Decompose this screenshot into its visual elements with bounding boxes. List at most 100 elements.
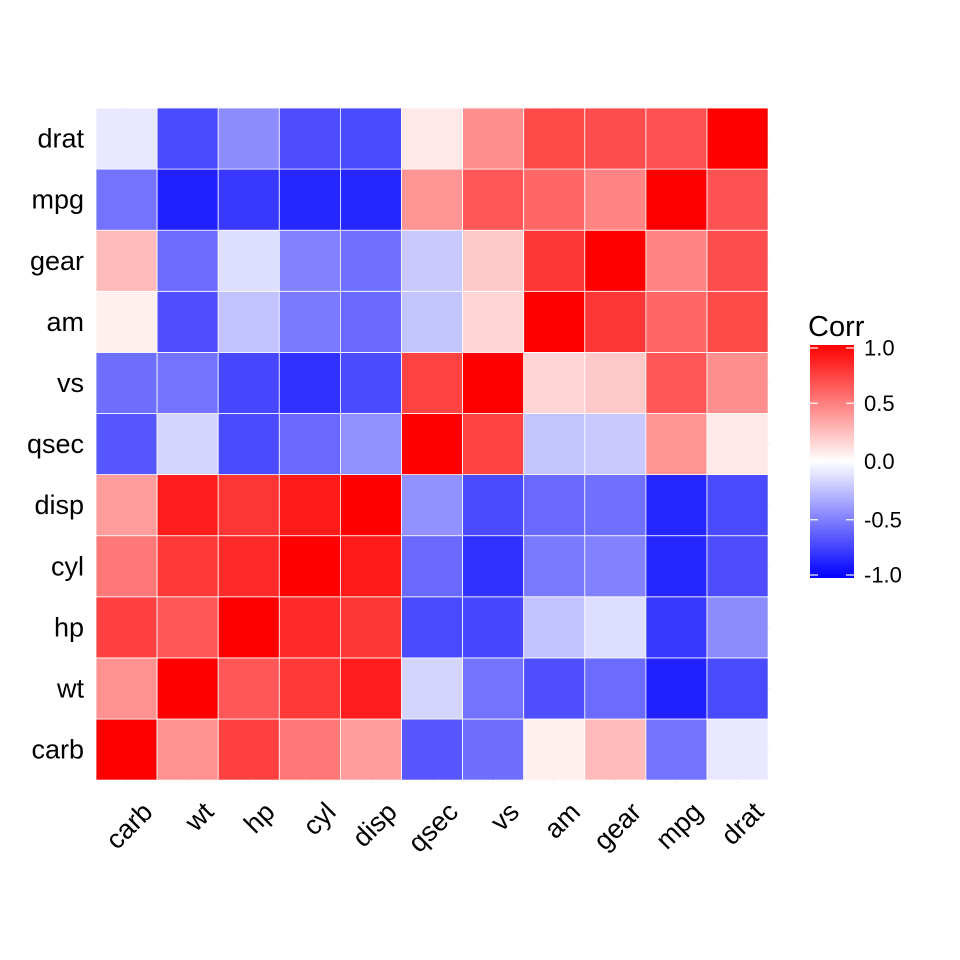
heatmap-cell-hp-qsec: [401, 596, 463, 659]
heatmap-cell-hp-hp: [217, 596, 280, 659]
heatmap-cell-hp-am: [523, 596, 586, 659]
y-tick-label: carb: [31, 735, 84, 765]
legend-title: Corr: [808, 311, 865, 343]
heatmap-cell-qsec-drat: [706, 413, 769, 475]
y-tick-label: hp: [54, 612, 84, 642]
heatmap-cell-carb-gear: [584, 718, 647, 781]
heatmap-cell-hp-drat: [706, 596, 769, 659]
heatmap-cell-cyl-carb: [95, 535, 158, 598]
heatmap-cell-am-carb: [95, 290, 158, 353]
heatmap-cell-wt-am: [523, 657, 586, 720]
heatmap-cell-gear-wt: [156, 229, 219, 292]
heatmap-cell-carb-qsec: [401, 718, 463, 781]
x-tick-label: drat: [715, 796, 769, 850]
heatmap-cell-disp-am: [523, 474, 586, 537]
heatmap-cell-disp-carb: [95, 474, 158, 537]
x-tick-label: vs: [485, 797, 525, 837]
heatmap-cell-qsec-vs: [462, 413, 525, 475]
x-tick-label: cyl: [297, 797, 342, 842]
heatmap-cell-gear-drat: [706, 229, 769, 292]
heatmap-cell-wt-mpg: [645, 657, 708, 720]
heatmap-cell-mpg-vs: [462, 168, 525, 231]
heatmap-cell-mpg-gear: [584, 168, 647, 231]
heatmap-cell-vs-disp: [339, 351, 402, 414]
heatmap-cell-am-gear: [584, 290, 647, 353]
heatmap-cell-cyl-drat: [706, 535, 769, 598]
heatmap-cell-drat-am: [523, 107, 586, 170]
heatmap-cell-vs-mpg: [645, 351, 708, 414]
heatmap-cell-am-vs: [462, 290, 525, 353]
heatmap-cell-qsec-mpg: [645, 413, 708, 475]
heatmap-cell-carb-am: [523, 718, 586, 781]
x-tick-label: carb: [100, 797, 158, 855]
heatmap-cell-wt-carb: [95, 657, 158, 720]
heatmap-cell-am-mpg: [645, 290, 708, 353]
heatmap-cell-carb-wt: [156, 718, 219, 781]
heatmap-cell-hp-disp: [339, 596, 402, 659]
heatmap-cell-vs-vs: [462, 351, 525, 414]
heatmap-cell-qsec-qsec: [401, 413, 463, 475]
heatmap-cell-drat-mpg: [645, 107, 708, 170]
y-tick-label: vs: [57, 368, 84, 398]
heatmap-cell-hp-vs: [462, 596, 525, 659]
heatmap-cell-carb-hp: [217, 718, 280, 781]
y-tick-label: am: [46, 307, 84, 337]
heatmap-cell-gear-mpg: [645, 229, 708, 292]
heatmap-cell-cyl-hp: [217, 535, 280, 598]
y-tick-label: qsec: [27, 429, 84, 459]
x-tick-label: gear: [588, 797, 647, 856]
legend-tick-label: -1.0: [864, 563, 902, 588]
heatmap-cell-carb-cyl: [278, 718, 341, 781]
heatmap-cell-mpg-drat: [706, 168, 769, 231]
heatmap-cell-mpg-cyl: [278, 168, 341, 231]
y-tick-label: cyl: [51, 551, 84, 581]
heatmap-cell-cyl-gear: [584, 535, 647, 598]
heatmap-cell-gear-disp: [339, 229, 402, 292]
heatmap-cell-drat-wt: [156, 107, 219, 170]
heatmap-cell-gear-gear: [584, 229, 647, 292]
legend-tick-label: 1.0: [864, 336, 895, 361]
heatmap-cell-gear-am: [523, 229, 586, 292]
heatmap-cell-vs-carb: [95, 351, 158, 414]
heatmap-cell-am-hp: [217, 290, 280, 353]
heatmap-cell-vs-drat: [706, 351, 769, 414]
heatmap-cells: [95, 107, 769, 781]
heatmap-cell-qsec-hp: [217, 413, 280, 475]
y-tick-label: drat: [37, 124, 84, 154]
heatmap-cell-vs-gear: [584, 351, 647, 414]
heatmap-cell-qsec-gear: [584, 413, 647, 475]
heatmap-cell-gear-carb: [95, 229, 158, 292]
y-tick-label: gear: [30, 246, 84, 276]
y-tick-label: mpg: [31, 185, 84, 215]
heatmap-cell-wt-gear: [584, 657, 647, 720]
x-tick-label: hp: [238, 797, 280, 839]
legend: Corr 1.0 0.5 0.0 -0.5 -1.0: [808, 311, 902, 588]
heatmap-cell-vs-qsec: [401, 351, 463, 414]
heatmap-cell-hp-mpg: [645, 596, 708, 659]
heatmap-cell-wt-qsec: [401, 657, 463, 720]
heatmap-cell-cyl-qsec: [401, 535, 463, 598]
heatmap-cell-drat-cyl: [278, 107, 341, 170]
heatmap-cell-drat-gear: [584, 107, 647, 170]
heatmap-cell-mpg-am: [523, 168, 586, 231]
heatmap-cell-disp-qsec: [401, 474, 463, 537]
heatmap-cell-vs-hp: [217, 351, 280, 414]
heatmap-cell-am-disp: [339, 290, 402, 353]
heatmap-cell-disp-gear: [584, 474, 647, 537]
heatmap-cell-hp-wt: [156, 596, 219, 659]
heatmap-cell-hp-gear: [584, 596, 647, 659]
heatmap-cell-drat-qsec: [401, 107, 463, 170]
heatmap-cell-qsec-wt: [156, 413, 219, 475]
heatmap-cell-wt-drat: [706, 657, 769, 720]
heatmap-cell-drat-carb: [95, 107, 158, 170]
x-tick-label: disp: [347, 797, 403, 853]
heatmap-cell-disp-mpg: [645, 474, 708, 537]
x-tick-label: am: [538, 797, 586, 845]
heatmap-cell-am-wt: [156, 290, 219, 353]
heatmap-cell-vs-am: [523, 351, 586, 414]
x-tick-label: qsec: [402, 797, 464, 859]
heatmap-cell-drat-hp: [217, 107, 280, 170]
heatmap-cell-qsec-carb: [95, 413, 158, 475]
legend-tick-label: 0.0: [864, 449, 895, 474]
